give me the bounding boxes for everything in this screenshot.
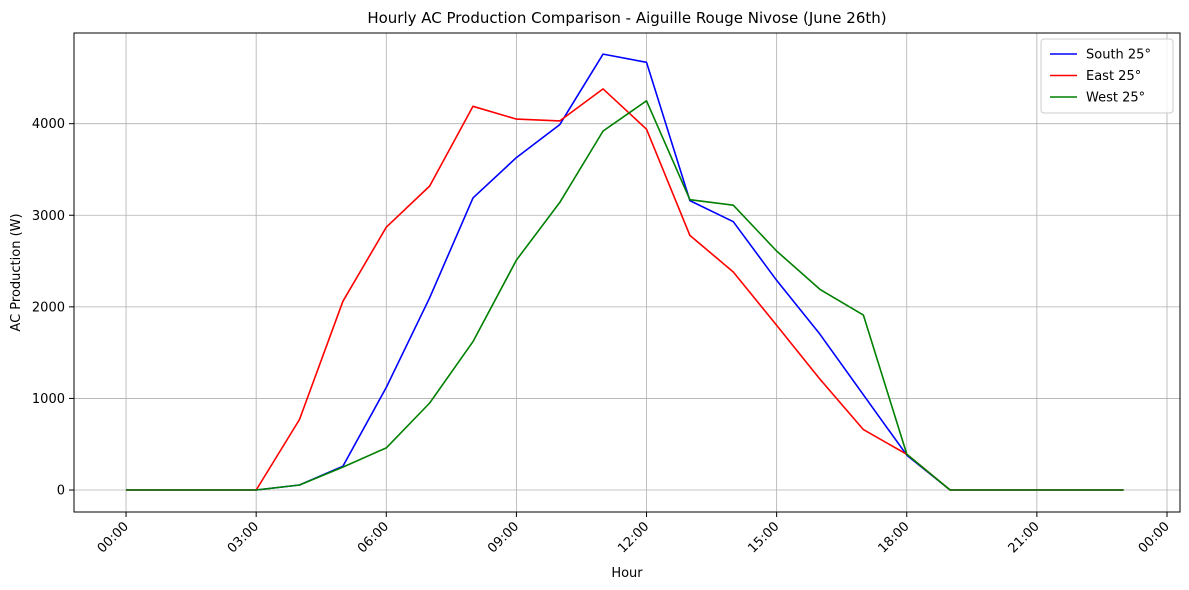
y-tick-label: 1000 — [32, 392, 65, 407]
y-tick-label: 2000 — [32, 300, 65, 315]
series-line-3 — [126, 100, 1124, 491]
series-layer — [126, 53, 1124, 491]
legend-label: West 25° — [1086, 91, 1145, 106]
legend: South 25° East 25° West 25° — [1040, 38, 1174, 114]
chart-title: Hourly AC Production Comparison - Aiguil… — [367, 9, 886, 27]
y-axis-label: AC Production (W) — [9, 213, 24, 331]
legend-box — [1040, 38, 1174, 114]
y-tick-label: 3000 — [32, 209, 65, 224]
legend-label: East 25° — [1086, 69, 1141, 84]
y-tick-label: 4000 — [32, 117, 65, 132]
y-tick-label: 0 — [57, 484, 65, 499]
x-axis-label: Hour — [611, 566, 643, 581]
plot-frame — [73, 32, 1181, 513]
legend-label: South 25° — [1086, 48, 1151, 63]
